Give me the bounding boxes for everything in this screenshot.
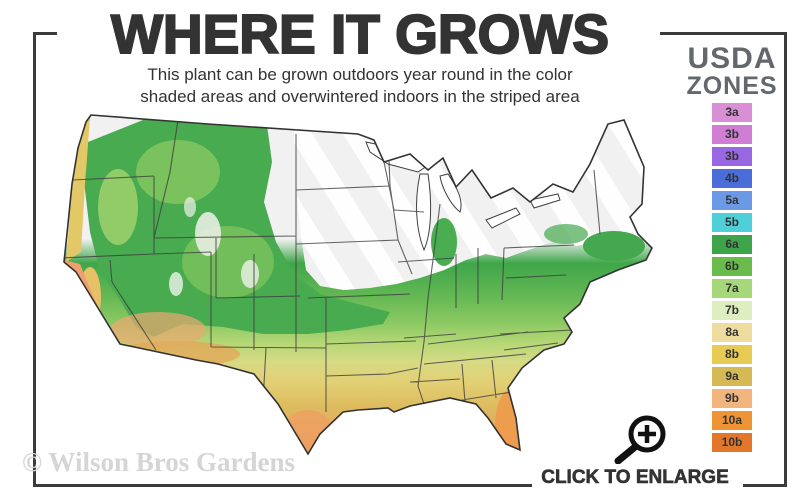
state-borders xyxy=(64,119,601,412)
lower-michigan-green xyxy=(431,218,457,266)
legend-title-usda: USDA xyxy=(687,42,777,75)
subtitle-line-2: shaded areas and overwintered indoors in… xyxy=(140,87,580,107)
frame-bottom-right xyxy=(743,484,787,487)
florida-orange xyxy=(495,390,525,454)
zone-legend: 3a 3b 3b 4b 5a 5b 6a 6b 7a 7b 8a 8b 9a 9… xyxy=(712,103,752,455)
zone-chip: 10a xyxy=(712,411,752,430)
zone-chip: 7b xyxy=(712,301,752,320)
frame-top-left xyxy=(33,32,57,35)
new-england-green xyxy=(583,231,645,261)
zone-chip: 9a xyxy=(712,367,752,386)
map-region xyxy=(544,224,588,244)
page-title: WHERE IT GROWS xyxy=(110,2,610,66)
click-to-enlarge-label[interactable]: CLICK TO ENLARGE xyxy=(541,467,729,489)
frame-left xyxy=(33,32,36,487)
frame-top-right xyxy=(660,32,787,35)
us-map-svg xyxy=(63,114,653,455)
zone-chip: 3b xyxy=(712,147,752,166)
map-region xyxy=(98,169,138,245)
zone-chip: 9b xyxy=(712,389,752,408)
frame-right xyxy=(784,32,787,487)
map-region xyxy=(136,140,220,204)
watermark: © Wilson Bros Gardens xyxy=(22,447,295,477)
zone-chip: 4b xyxy=(712,169,752,188)
subtitle-line-1: This plant can be grown outdoors year ro… xyxy=(147,65,573,84)
zone-chip: 8a xyxy=(712,323,752,342)
southwest-salmon xyxy=(110,312,206,348)
zone-chip: 6a xyxy=(712,235,752,254)
subtitle: This plant can be grown outdoors year ro… xyxy=(60,64,660,109)
zone-chip: 5b xyxy=(712,213,752,232)
zone-chip: 5a xyxy=(712,191,752,210)
mountain-patch xyxy=(195,212,221,256)
mountain-patch xyxy=(169,272,183,296)
mountain-patch xyxy=(241,260,259,288)
zone-chip: 3a xyxy=(712,103,752,122)
magnifier-plus-icon[interactable] xyxy=(606,410,678,464)
zone-chip: 10b xyxy=(712,433,752,452)
usda-zones-map xyxy=(58,112,660,469)
legend-title-zones: ZONES xyxy=(686,72,778,100)
mountain-patch xyxy=(184,197,196,217)
frame-bottom-left xyxy=(33,484,532,487)
zone-chip: 7a xyxy=(712,279,752,298)
zone-chip: 6b xyxy=(712,257,752,276)
pacific-coast-yellow xyxy=(66,115,90,262)
zone-chip: 3b xyxy=(712,125,752,144)
zone-chip: 8b xyxy=(712,345,752,364)
south-gold-band xyxy=(116,341,240,367)
